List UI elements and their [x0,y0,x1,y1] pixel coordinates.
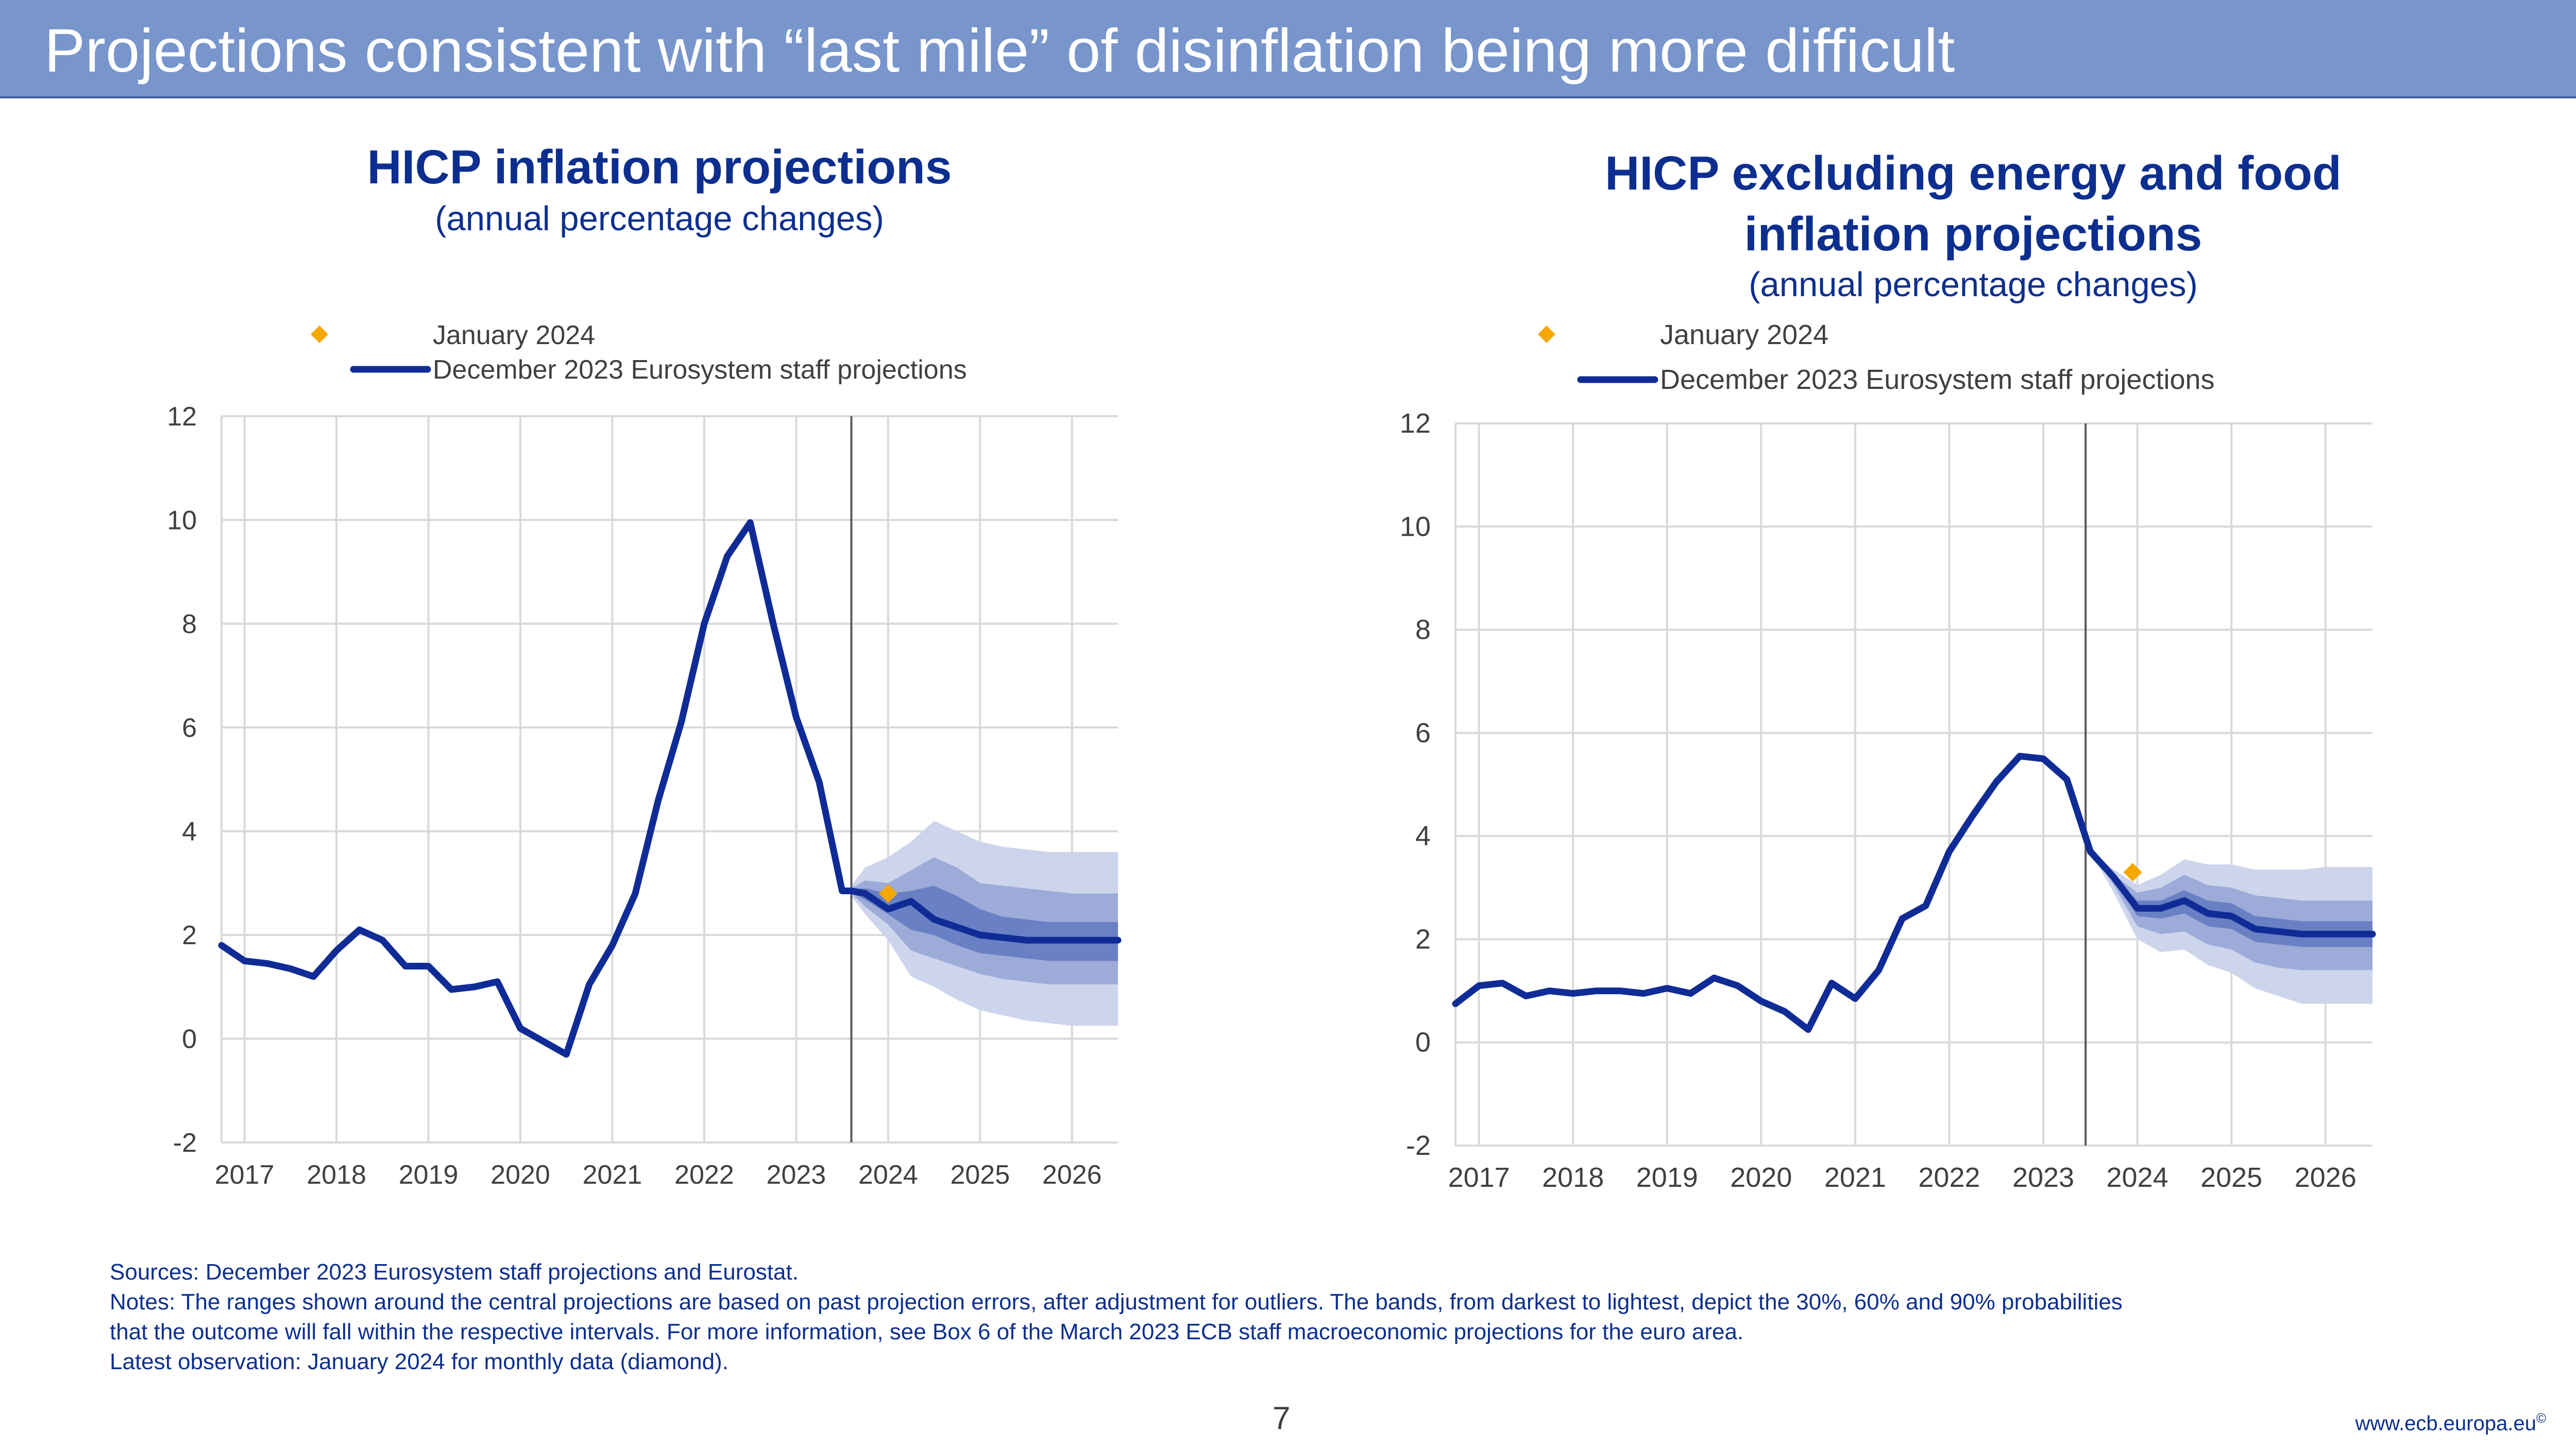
chart-1-subtitle: (annual percentage changes) [435,199,884,238]
page-number: 7 [1273,1401,1291,1436]
latest-observation-note: Latest observation: January 2024 for mon… [110,1349,728,1374]
y-tick-label: 6 [182,713,197,743]
x-tick-label: 2026 [2295,1162,2357,1193]
x-tick-label: 2024 [858,1160,918,1190]
legend-label-projections: December 2023 Eurosystem staff projectio… [433,355,967,385]
y-tick-label: 2 [182,920,197,950]
y-tick-label: 12 [1400,408,1431,439]
y-tick-label: 4 [182,817,197,847]
y-tick-label: 10 [167,505,197,535]
x-tick-label: 2020 [490,1160,550,1190]
x-tick-label: 2025 [2200,1162,2262,1193]
sources-note: Sources: December 2023 Eurosystem staff … [110,1259,799,1285]
legend-swatch-diamond [1538,326,1555,343]
footer-url-text[interactable]: www.ecb.europa.eu [2355,1412,2536,1435]
y-tick-label: 6 [1415,718,1431,748]
x-tick-label: 2025 [950,1160,1010,1190]
y-tick-label: 0 [182,1025,197,1054]
chart-2-title-line-1: HICP excluding energy and food [1605,146,2342,200]
y-tick-label: 8 [1415,615,1431,645]
slide-header: Projections consistent with “last mile” … [0,0,2576,98]
series-line-projections [1452,753,2376,1033]
x-tick-label: 2019 [399,1160,459,1190]
copyright-mark: © [2536,1410,2546,1426]
slide-title: Projections consistent with “last mile” … [44,16,1955,85]
x-tick-label: 2022 [674,1160,734,1190]
y-tick-label: -2 [1406,1130,1431,1161]
x-tick-label: 2018 [1542,1162,1604,1193]
chart-2-subtitle: (annual percentage changes) [1749,265,2198,304]
x-tick-label: 2019 [1636,1162,1698,1193]
legend-swatch-diamond [311,326,328,343]
x-tick-label: 2026 [1042,1160,1102,1190]
chart-2-title-line-2: inflation projections [1744,207,2202,261]
x-tick-label: 2017 [215,1160,275,1190]
chart-1-title: HICP inflation projections [367,140,952,194]
series-line-projections [218,519,1122,1058]
x-tick-label: 2017 [1448,1162,1510,1193]
x-tick-label: 2021 [1824,1162,1886,1193]
y-tick-label: -2 [173,1128,197,1158]
y-tick-label: 2 [1415,924,1431,954]
y-tick-label: 8 [182,609,197,639]
legend-label-january-2024: January 2024 [1660,319,1828,350]
footnotes: Sources: December 2023 Eurosystem staff … [110,1257,2531,1377]
notes-line-2: that the outcome will fall within the re… [110,1319,1744,1344]
x-tick-label: 2023 [2012,1162,2074,1193]
chart-1: -2 0 2 4 6 8 10 12 2017 2018 2019 2020 2021 2022 2023 2… [167,320,1122,1190]
legend-label-january-2024: January 2024 [433,320,595,350]
band-p30 [2090,851,2372,947]
y-tick-label: 4 [1415,821,1431,851]
x-tick-label: 2018 [307,1160,366,1190]
y-tick-label: 10 [1400,511,1431,542]
x-tick-label: 2023 [767,1160,826,1190]
series-marker-january-2024 [878,884,897,903]
y-tick-label: 0 [1415,1027,1431,1058]
x-tick-label: 2024 [2107,1162,2168,1193]
series-marker-january-2024 [2123,863,2142,882]
footer-url[interactable]: www.ecb.europa.eu© [2355,1410,2547,1435]
legend-label-projections: December 2023 Eurosystem staff projectio… [1660,364,2215,395]
notes-line-1: Notes: The ranges shown around the centr… [110,1289,2123,1315]
x-tick-label: 2021 [583,1160,642,1190]
y-tick-label: 12 [167,402,197,432]
x-tick-label: 2020 [1730,1162,1792,1193]
x-tick-label: 2022 [1918,1162,1980,1193]
chart-2: -2 0 2 4 6 8 10 12 2017 2018 2019 2020 2021 2022 2023 2… [1400,319,2376,1193]
